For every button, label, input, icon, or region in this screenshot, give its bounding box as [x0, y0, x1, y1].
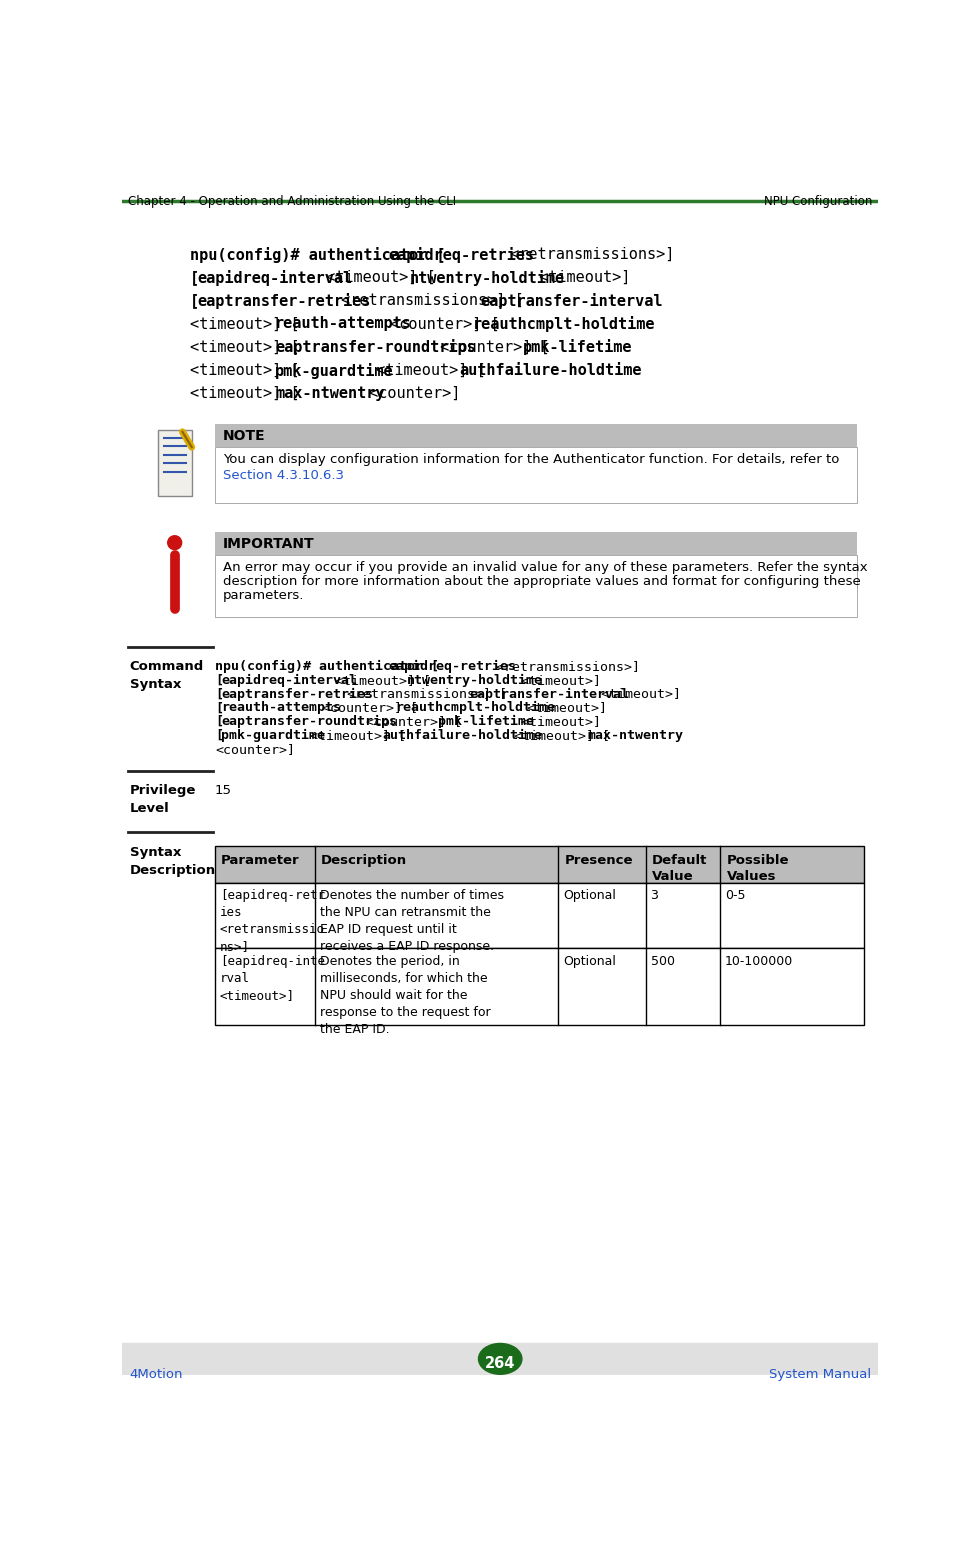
Bar [122, 1343, 878, 1375]
Text: eaptransfer-roundtrips: eaptransfer-roundtrips [275, 340, 476, 355]
Text: pmk-lifetime: pmk-lifetime [438, 715, 534, 728]
Text: <timeout>] [: <timeout>] [ [190, 363, 300, 377]
Text: <timeout>]: <timeout>] [512, 674, 600, 686]
Text: eaptransfer-retries: eaptransfer-retries [222, 688, 373, 700]
Text: <timeout>] [: <timeout>] [ [190, 317, 300, 331]
Text: pmk-guardtime: pmk-guardtime [275, 363, 393, 379]
Text: max-ntwentry: max-ntwentry [587, 729, 683, 742]
Bar [158, 430, 191, 496]
Text: reauth-attempts: reauth-attempts [222, 701, 342, 714]
Text: <timeout>] [: <timeout>] [ [507, 729, 610, 742]
Text: authfailure-holdtime: authfailure-holdtime [383, 729, 543, 742]
Text: Default
Value: Default Value [652, 854, 708, 882]
Text: <counter>]: <counter>] [215, 743, 295, 756]
Text: eapidreq-retries: eapidreq-retries [388, 247, 534, 263]
Text: <counter>] [: <counter>] [ [314, 701, 418, 714]
Text: Denotes the number of times
the NPU can retransmit the
EAP ID request until it
r: Denotes the number of times the NPU can … [319, 890, 504, 953]
Text: npu(config)# authenticator [: npu(config)# authenticator [ [215, 660, 439, 672]
Bar [215, 555, 857, 616]
Text: <timeout>]: <timeout>] [519, 701, 607, 714]
Text: [: [ [215, 674, 223, 686]
Text: ntwentry-holdtime: ntwentry-holdtime [407, 674, 544, 686]
Text: <counter>]: <counter>] [360, 386, 461, 400]
Ellipse shape [478, 1344, 522, 1375]
Text: Possible
Values: Possible Values [726, 854, 789, 882]
Text: reauthcmplt-holdtime: reauthcmplt-holdtime [395, 701, 554, 714]
Text: NPU Configuration: NPU Configuration [764, 195, 873, 207]
Text: eaptransfer-roundtrips: eaptransfer-roundtrips [222, 715, 397, 728]
Text: ntwentry-holdtime: ntwentry-holdtime [409, 270, 564, 286]
Text: Presence: Presence [564, 854, 633, 867]
Text: Optional: Optional [563, 955, 616, 967]
Text: Optional: Optional [563, 890, 616, 902]
Text: Syntax
Description: Syntax Description [130, 847, 216, 878]
Text: <retransmissions>]: <retransmissions>] [488, 660, 640, 672]
Text: max-ntwentry: max-ntwentry [275, 386, 385, 400]
Bar [215, 423, 857, 447]
Text: <timeout>]: <timeout>] [593, 688, 681, 700]
Text: [: [ [215, 715, 223, 728]
Text: npu(config)# authenticator [: npu(config)# authenticator [ [190, 247, 446, 263]
Text: Privilege
Level: Privilege Level [130, 785, 196, 816]
Text: System Manual: System Manual [768, 1369, 871, 1381]
Text: <timeout>] [: <timeout>] [ [367, 363, 486, 377]
Text: You can display configuration information for the Authenticator function. For de: You can display configuration informatio… [223, 453, 839, 467]
Text: pmk-lifetime: pmk-lifetime [522, 340, 632, 355]
Text: [: [ [215, 729, 223, 742]
Text: eaptransfer-interval: eaptransfer-interval [469, 688, 630, 700]
Text: eapidreq-interval: eapidreq-interval [222, 674, 357, 686]
Text: reauthcmplt-holdtime: reauthcmplt-holdtime [473, 317, 656, 332]
Text: Section 4.3.10.6.3: Section 4.3.10.6.3 [223, 468, 344, 482]
Text: <counter>] [: <counter>] [ [382, 317, 500, 331]
Text: [eapidreq-retr
ies
<retransmissio
ns>]: [eapidreq-retr ies <retransmissio ns>] [220, 890, 325, 953]
Text: Denotes the period, in
milliseconds, for which the
NPU should wait for the
respo: Denotes the period, in milliseconds, for… [319, 955, 490, 1035]
Text: 264: 264 [485, 1357, 515, 1370]
Text: <timeout>]: <timeout>] [530, 270, 630, 286]
Text: [: [ [215, 701, 223, 714]
Text: [: [ [190, 294, 199, 307]
Text: [: [ [190, 270, 199, 286]
Text: <counter>] [: <counter>] [ [430, 340, 549, 354]
Bar [215, 949, 865, 1026]
Text: 15: 15 [215, 785, 232, 797]
Text: eapidreq-retries: eapidreq-retries [388, 660, 516, 672]
Text: <timeout>]: <timeout>] [512, 715, 600, 728]
Text: Command
Syntax: Command Syntax [130, 660, 204, 691]
Text: <timeout>] [: <timeout>] [ [317, 270, 436, 286]
Text: authfailure-holdtime: authfailure-holdtime [459, 363, 641, 377]
Text: 500: 500 [651, 955, 674, 967]
Text: Parameter: Parameter [222, 854, 300, 867]
Text: reauth-attempts: reauth-attempts [275, 317, 412, 331]
Text: Description: Description [321, 854, 407, 867]
Text: description for more information about the appropriate values and format for con: description for more information about t… [223, 575, 861, 589]
Text: parameters.: parameters. [223, 589, 305, 603]
Text: An error may occur if you provide an invalid value for any of these parameters. : An error may occur if you provide an inv… [223, 561, 868, 575]
Bar [215, 447, 857, 502]
Bar [215, 531, 857, 555]
Bar [215, 884, 865, 949]
Text: 3: 3 [651, 890, 659, 902]
Text: <timeout>] [: <timeout>] [ [327, 674, 430, 686]
Text: NOTE: NOTE [223, 428, 265, 443]
Text: <timeout>] [: <timeout>] [ [190, 386, 300, 400]
Text: <retransmissions>]: <retransmissions>] [502, 247, 674, 263]
Text: IMPORTANT: IMPORTANT [223, 536, 314, 550]
Text: <retransmissions>] [: <retransmissions>] [ [339, 688, 507, 700]
Text: <timeout>] [: <timeout>] [ [190, 340, 300, 354]
Text: 10-100000: 10-100000 [725, 955, 793, 967]
Circle shape [168, 536, 182, 550]
Text: 0-5: 0-5 [725, 890, 746, 902]
Bar [215, 847, 865, 884]
Text: <timeout>] [: <timeout>] [ [302, 729, 406, 742]
Text: eapidreq-interval: eapidreq-interval [197, 270, 352, 286]
Text: 4Motion: 4Motion [130, 1369, 183, 1381]
Text: <counter>] [: <counter>] [ [357, 715, 462, 728]
Text: [: [ [215, 688, 223, 700]
Text: pmk-guardtime: pmk-guardtime [222, 729, 325, 742]
Text: eaptransfer-interval: eaptransfer-interval [480, 294, 663, 309]
Text: eaptransfer-retries: eaptransfer-retries [197, 294, 371, 309]
Text: Chapter 4 - Operation and Administration Using the CLI: Chapter 4 - Operation and Administration… [128, 195, 457, 207]
Text: <retransmissions>] [: <retransmissions>] [ [332, 294, 523, 307]
Text: [eapidreq-inte
rval
<timeout>]: [eapidreq-inte rval <timeout>] [220, 955, 325, 1001]
